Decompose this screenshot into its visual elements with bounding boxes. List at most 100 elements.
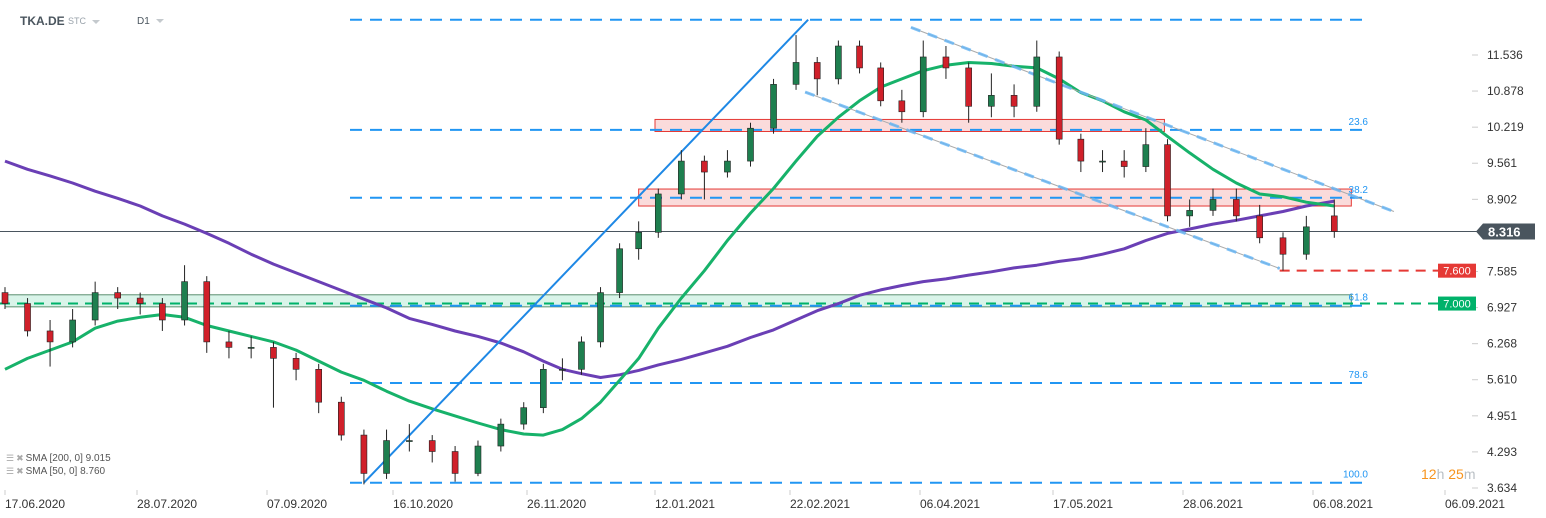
candle-body: [678, 160, 685, 195]
candle: [1077, 133, 1085, 173]
candle-body: [428, 440, 436, 452]
candle: [360, 429, 368, 485]
candle: [1303, 215, 1310, 260]
candle: [792, 35, 800, 90]
candle-body: [654, 193, 662, 233]
y-tick-label: 9.561: [1487, 156, 1517, 170]
price-level-badge: [1438, 296, 1476, 311]
candle: [69, 309, 76, 348]
candle-body: [724, 160, 731, 173]
candle: [835, 40, 842, 85]
candle: [898, 89, 906, 123]
x-tick-label: 06.04.2021: [920, 497, 980, 511]
candle: [270, 341, 277, 408]
candle: [701, 155, 708, 200]
close-icon[interactable]: ✖: [16, 466, 24, 476]
candle-body: [91, 292, 99, 321]
legend-sma200[interactable]: ☰ ✖ SMA [200, 0] 9.015: [6, 453, 111, 464]
y-tick-label: 7.585: [1487, 265, 1517, 279]
candle: [1186, 199, 1193, 227]
candle: [1, 287, 9, 310]
x-tick-label: 28.06.2021: [1183, 497, 1243, 511]
candle: [1209, 188, 1217, 216]
candle: [315, 363, 322, 414]
y-tick-label: 10.878: [1487, 84, 1524, 98]
candle-body: [270, 347, 277, 359]
x-tick-label: 07.09.2020: [267, 497, 327, 511]
candle: [497, 418, 505, 452]
candle-body: [942, 56, 950, 69]
candle-body: [46, 330, 54, 343]
candle: [678, 150, 685, 200]
x-tick-label: 17.05.2021: [1053, 497, 1113, 511]
candle-body: [701, 160, 708, 173]
candle-body: [451, 451, 459, 474]
price-level-badge: [1438, 263, 1476, 278]
candle-body: [159, 303, 166, 321]
menu-icon[interactable]: ☰: [6, 453, 15, 463]
candle-body: [1303, 226, 1310, 255]
candle: [540, 363, 547, 414]
candle-body: [338, 401, 345, 436]
candle-body: [988, 95, 995, 107]
candle-body: [1256, 215, 1263, 239]
candle-body: [919, 56, 927, 113]
candle: [559, 358, 566, 381]
candle: [1120, 150, 1128, 178]
fib-level-label: 23.6: [1349, 117, 1369, 128]
candle-body: [497, 423, 505, 447]
instrument-type-dropdown[interactable]: STC: [68, 16, 100, 26]
candle: [114, 287, 121, 310]
instrument-type-label: STC: [68, 16, 86, 26]
x-tick-label: 26.11.2020: [527, 497, 586, 511]
x-tick-label: 28.07.2020: [137, 497, 197, 511]
candle: [91, 281, 99, 326]
candle: [292, 352, 300, 381]
chevron-down-icon: [155, 19, 164, 24]
menu-icon[interactable]: ☰: [6, 466, 15, 476]
channel-line-dashed: [804, 90, 1281, 270]
candle-body: [360, 434, 368, 474]
candle: [988, 73, 995, 118]
candle-body: [136, 297, 144, 304]
candle-body: [247, 347, 255, 349]
candle-body: [1186, 210, 1193, 217]
legend-sma50[interactable]: ☰ ✖ SMA [50, 0] 8.760: [6, 466, 105, 477]
last-price-label: 8.316: [1488, 224, 1521, 239]
candle: [578, 336, 585, 375]
candle-body: [616, 248, 623, 293]
last-price-badge: [1476, 223, 1535, 240]
candle: [1055, 51, 1063, 145]
candle: [1164, 139, 1171, 222]
candle-body: [559, 369, 566, 371]
candle-body: [520, 407, 528, 425]
candle-body: [877, 67, 884, 102]
fib-level-label: 38.2: [1349, 185, 1369, 196]
candle-body: [69, 319, 76, 343]
x-tick-label: 22.02.2021: [790, 497, 850, 511]
candle-body: [965, 67, 972, 107]
close-icon[interactable]: ✖: [16, 453, 24, 463]
symbol-label: TKA.DE: [20, 14, 65, 28]
candle-body: [1330, 215, 1338, 232]
candle-body: [770, 84, 777, 129]
candle-body: [383, 440, 390, 474]
candle-body: [315, 369, 322, 403]
candle-body: [747, 127, 754, 162]
fib-level-label: 100.0: [1343, 470, 1368, 481]
trend-line: [363, 19, 809, 484]
y-tick-label: 5.610: [1487, 373, 1517, 387]
candle-body: [225, 341, 233, 348]
y-tick-label: 4.293: [1487, 445, 1517, 459]
candle-body: [578, 341, 585, 370]
candle: [1233, 188, 1240, 222]
channel-line-dashed: [910, 25, 1395, 213]
candle-timer: 12h 25m: [1421, 466, 1476, 482]
candle: [1033, 40, 1041, 112]
candle: [247, 336, 255, 359]
x-tick-label: 17.06.2020: [5, 497, 65, 511]
candle-body: [1142, 144, 1150, 167]
timeframe-dropdown[interactable]: D1: [137, 16, 164, 27]
y-tick-label: 6.268: [1487, 337, 1517, 351]
